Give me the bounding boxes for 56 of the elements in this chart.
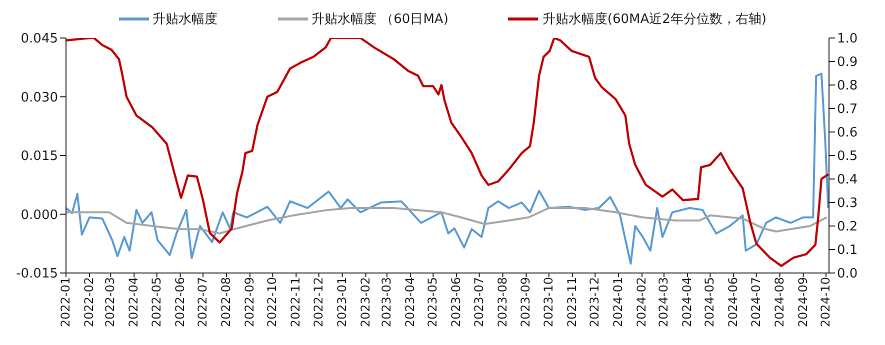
y2-tick-label: 0.8	[837, 78, 858, 94]
x-tick-label: 2022-09	[242, 277, 256, 328]
x-tick-label: 2024-01	[611, 277, 626, 328]
x-tick-label: 2022-05	[149, 277, 164, 328]
x-tick-label: 2024-10	[818, 277, 832, 328]
x-tick-label: 2023-02	[358, 277, 372, 328]
line-series	[66, 72, 829, 265]
x-tick-label: 2022-12	[311, 277, 326, 328]
line-series	[66, 206, 828, 234]
x-tick-label: 2024-02	[634, 277, 649, 328]
x-tick-label: 2023-09	[518, 277, 533, 328]
x-tick-label: 2023-10	[541, 277, 556, 328]
x-tick-label: 2023-01	[334, 277, 349, 328]
x-tick-label: 2022-04	[126, 277, 141, 328]
y-tick-label: 0.000	[20, 208, 58, 223]
x-tick-label: 2022-03	[103, 277, 118, 328]
x-tick-label: 2023-03	[379, 277, 394, 328]
y2-tick-label: 0.6	[837, 126, 858, 141]
y2-tick-label: 0.9	[837, 55, 858, 70]
legend-label: 升贴水幅度	[152, 11, 218, 28]
x-tick-label: 2024-06	[726, 277, 740, 328]
legend-label: 升贴水幅度 （60日MA)	[312, 11, 448, 28]
x-tick-label: 2024-09	[796, 277, 810, 328]
x-tick-label: 2022-10	[265, 277, 280, 328]
y2-tick-label: 0.0	[837, 266, 858, 282]
x-tick-label: 2024-08	[772, 277, 786, 328]
y2-tick-label: 0.1	[837, 243, 858, 258]
y2-tick-label: 1.0	[837, 32, 858, 47]
x-tick-label: 2023-08	[495, 277, 510, 328]
x-tick-label: 2023-04	[402, 277, 417, 328]
x-tick-label: 2024-05	[702, 277, 717, 328]
y2-tick-label: 0.4	[837, 172, 858, 188]
y2-tick-label: 0.2	[837, 220, 858, 235]
x-tick-label: 2024-07	[748, 277, 763, 328]
x-tick-label: 2023-05	[426, 277, 440, 328]
y-tick-label: -0.015	[16, 266, 58, 282]
y-tick-label: 0.030	[20, 90, 58, 106]
y-tick-label: 0.015	[20, 149, 58, 164]
x-tick-label: 2022-06	[172, 277, 187, 328]
x-tick-label: 2022-07	[196, 277, 210, 328]
x-tick-label: 2023-07	[472, 277, 486, 328]
legend-label: 升贴水幅度(60MA近2年分位数，右轴)	[542, 11, 766, 28]
x-tick-label: 2024-04	[680, 277, 694, 328]
x-tick-label: 2024-03	[656, 277, 671, 328]
line-series	[66, 38, 829, 268]
x-tick-label: 2022-08	[218, 277, 233, 328]
y2-tick-label: 0.3	[837, 196, 858, 212]
x-tick-label: 2023-11	[564, 277, 579, 328]
y2-tick-label: 0.7	[837, 102, 858, 118]
y2-tick-label: 0.5	[837, 149, 858, 164]
x-tick-label: 2022-01	[58, 277, 73, 328]
x-tick-label: 2022-11	[288, 277, 303, 328]
x-tick-label: 2023-06	[449, 277, 464, 328]
x-tick-label: 2023-12	[588, 277, 602, 328]
y-tick-label: 0.045	[20, 32, 58, 47]
x-tick-label: 2022-02	[82, 277, 96, 328]
